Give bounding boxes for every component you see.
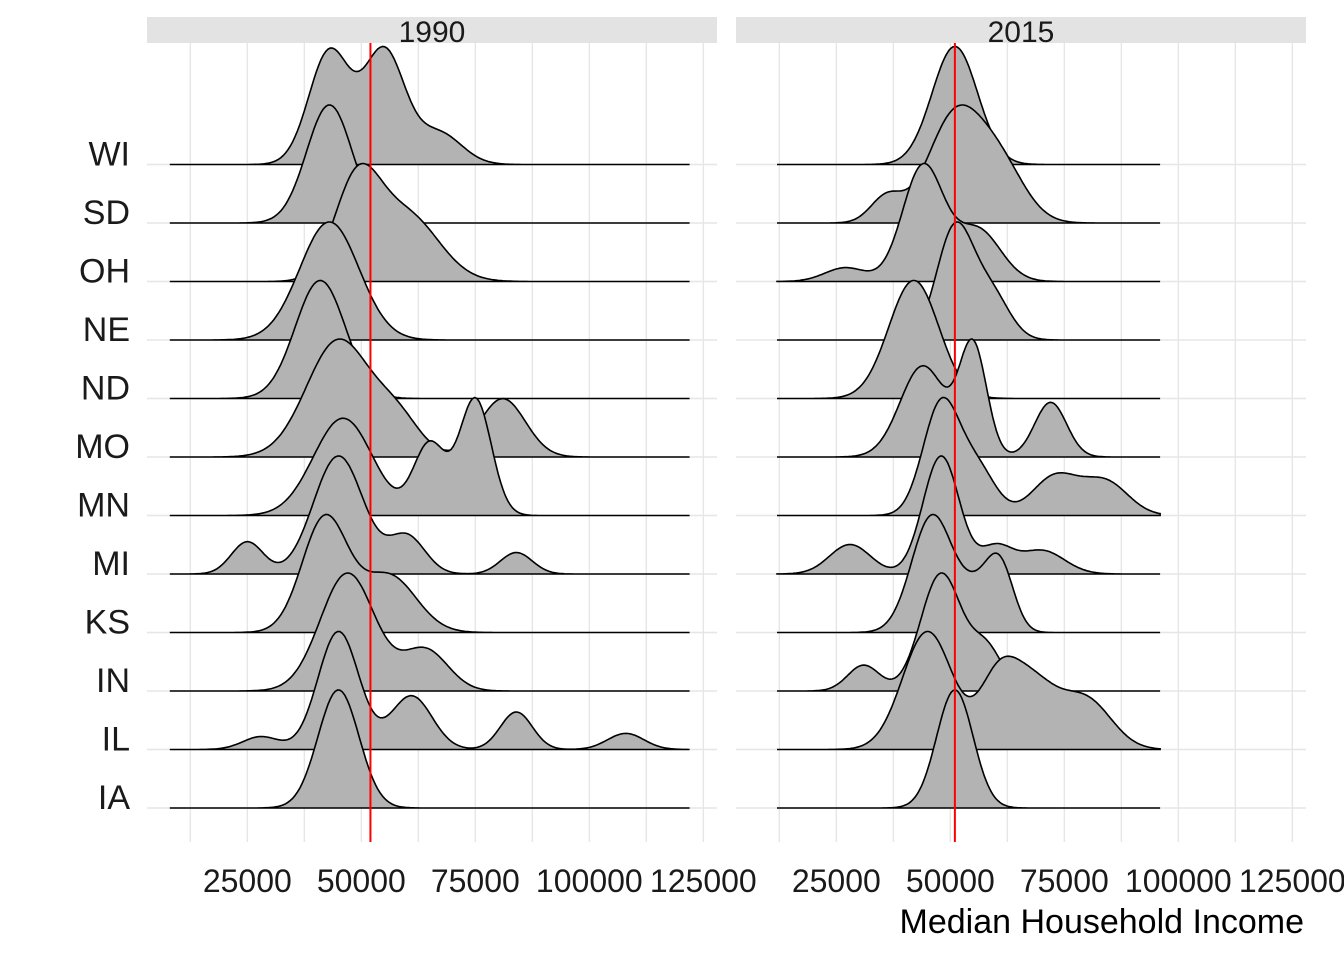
y-tick-label-IA: IA	[98, 779, 130, 817]
x-axis-title: Median Household Income	[900, 903, 1304, 941]
facet-strip-2015	[736, 17, 1306, 43]
x-tick-label: 100000	[1125, 863, 1232, 899]
x-tick-label: 125000	[650, 863, 757, 899]
ridge-1990-SD	[169, 104, 690, 224]
ridge-2015-KS	[777, 513, 1161, 634]
ridge-1990-KS	[169, 513, 690, 634]
x-tick-label: 50000	[317, 863, 406, 899]
ridge-2015-MI	[776, 455, 1161, 575]
axis-layer: 25000 50000 75000 100000 125000 25000 50000 750…	[75, 136, 1344, 900]
y-tick-label-IN: IN	[96, 662, 130, 700]
ridge-1990-WI	[169, 45, 690, 166]
ridge-1990-IA	[169, 689, 690, 809]
ridge-1990-ND	[169, 279, 690, 400]
ridge-1990-MN	[169, 396, 690, 517]
x-tick-label: 50000	[906, 863, 995, 899]
y-tick-label-SD: SD	[83, 194, 130, 232]
y-tick-label-KS: KS	[85, 604, 130, 642]
facet-strip-1990	[147, 17, 717, 43]
ridge-1990-OH	[169, 162, 690, 283]
y-tick-label-IL: IL	[102, 721, 130, 759]
y-tick-label-MO: MO	[75, 428, 130, 466]
ridge-2015-NE	[777, 221, 1161, 341]
y-tick-label-NE: NE	[83, 311, 130, 349]
y-tick-label-WI: WI	[88, 136, 130, 174]
y-tick-label-MI: MI	[92, 545, 130, 583]
ridge-2015-WI	[777, 45, 1161, 166]
facet-strip-layer: 1990 2015	[147, 16, 1306, 49]
reference-line-layer	[369, 43, 956, 842]
x-tick-label: 25000	[792, 863, 881, 899]
x-tick-label: 75000	[1020, 863, 1109, 899]
ridge-layer	[169, 45, 1161, 809]
x-tick-label: 75000	[431, 863, 520, 899]
ridge-2015-MO	[777, 338, 1161, 458]
x-tick-label: 25000	[203, 863, 292, 899]
y-tick-label-OH: OH	[79, 253, 130, 291]
ridge-1990-MI	[169, 455, 690, 575]
ridge-2015-SD	[777, 104, 1161, 224]
x-tick-label: 100000	[536, 863, 643, 899]
ridge-1990-NE	[169, 221, 690, 341]
facet-label-2015: 2015	[988, 16, 1055, 49]
ridge-1990-IL	[169, 630, 690, 751]
x-tick-label: 125000	[1239, 863, 1344, 899]
ridge-2015-IA	[777, 689, 1161, 809]
ridge-2015-IL	[777, 630, 1161, 751]
facet-label-1990: 1990	[399, 16, 466, 49]
y-tick-label-ND: ND	[81, 370, 130, 408]
ridge-1990-IN	[169, 572, 690, 692]
ridge-2015-IN	[777, 572, 1161, 692]
y-tick-label-MN: MN	[77, 487, 130, 525]
ridge-2015-MN	[777, 396, 1161, 517]
